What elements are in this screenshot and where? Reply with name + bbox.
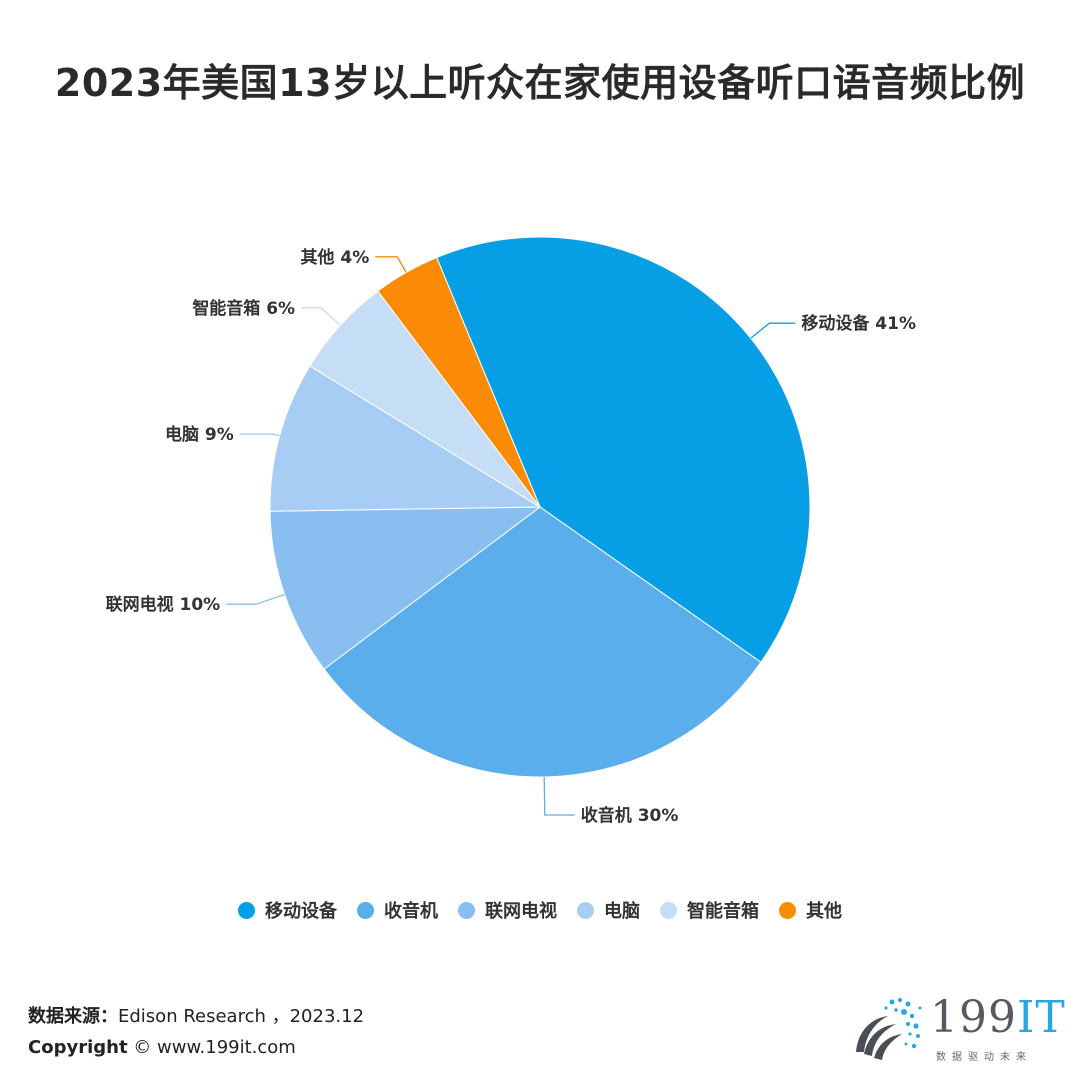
logo-mark-icon [856,998,922,1060]
leader-line-2 [226,593,285,605]
pie-slice-0 [436,236,811,663]
legend-item: 联网电视 [458,897,557,923]
pie-chart: 移动设备 41% 收音机 30% 联网电视 10% 电脑 9% 智能音箱 6% 其他 4% [106,236,916,826]
legend-label: 收音机 [384,901,438,922]
source-text: Edison Research ，2023.12 [118,1006,365,1027]
legend-item: 智能音箱 [660,897,759,923]
chart-title: 2023年美国13岁以上听众在家使用设备听口语音频比例 [54,61,1026,105]
pie-slice-1 [323,506,762,778]
leader-line-0 [750,322,796,339]
pie-slice-2 [269,506,542,670]
data-label-1: 收音机 30% [581,805,679,826]
logo-tagline: 数据驱动未来 [936,1052,1032,1063]
legend-item: 收音机 [357,897,438,923]
data-label-5: 其他 4% [301,247,370,268]
legend-swatch [779,901,796,919]
legend-swatch [660,901,677,919]
legend-item: 其他 [779,897,842,923]
logo-text: 199IT [930,992,1066,1043]
leader-line-3 [239,433,280,437]
copyright-text: © www.199it.com [133,1037,296,1058]
legend-label: 智能音箱 [687,901,759,922]
data-label-2: 联网电视 10% [106,594,221,615]
copyright-label: Copyright [28,1037,128,1058]
pie-slice-5 [377,256,541,508]
data-label-0: 移动设备 41% [801,313,916,334]
legend-swatch [238,901,255,919]
data-label-4: 智能音箱 6% [192,298,295,319]
leader-line-1 [543,776,575,816]
legend-item: 电脑 [577,897,640,923]
legend-swatch [458,901,475,919]
data-label-3: 电脑 9% [165,424,234,445]
leader-line-5 [375,256,407,273]
source-label: 数据来源： [28,1006,118,1027]
chart-legend: 移动设备 收音机 联网电视 电脑 智能音箱 其他 [0,897,1080,923]
legend-label: 移动设备 [265,901,337,922]
leader-line-4 [301,307,341,326]
legend-label: 电脑 [604,901,640,922]
source-note: 数据来源：Edison Research ，2023.12 [28,1002,364,1028]
legend-label: 其他 [806,901,842,922]
legend-label: 联网电视 [485,901,557,922]
copyright-note: Copyright © www.199it.com [28,1037,296,1058]
legend-item: 移动设备 [238,897,337,923]
legend-swatch [357,901,374,919]
brand-logo: 199IT 数据驱动未来 [848,990,1068,1070]
legend-swatch [577,901,594,919]
